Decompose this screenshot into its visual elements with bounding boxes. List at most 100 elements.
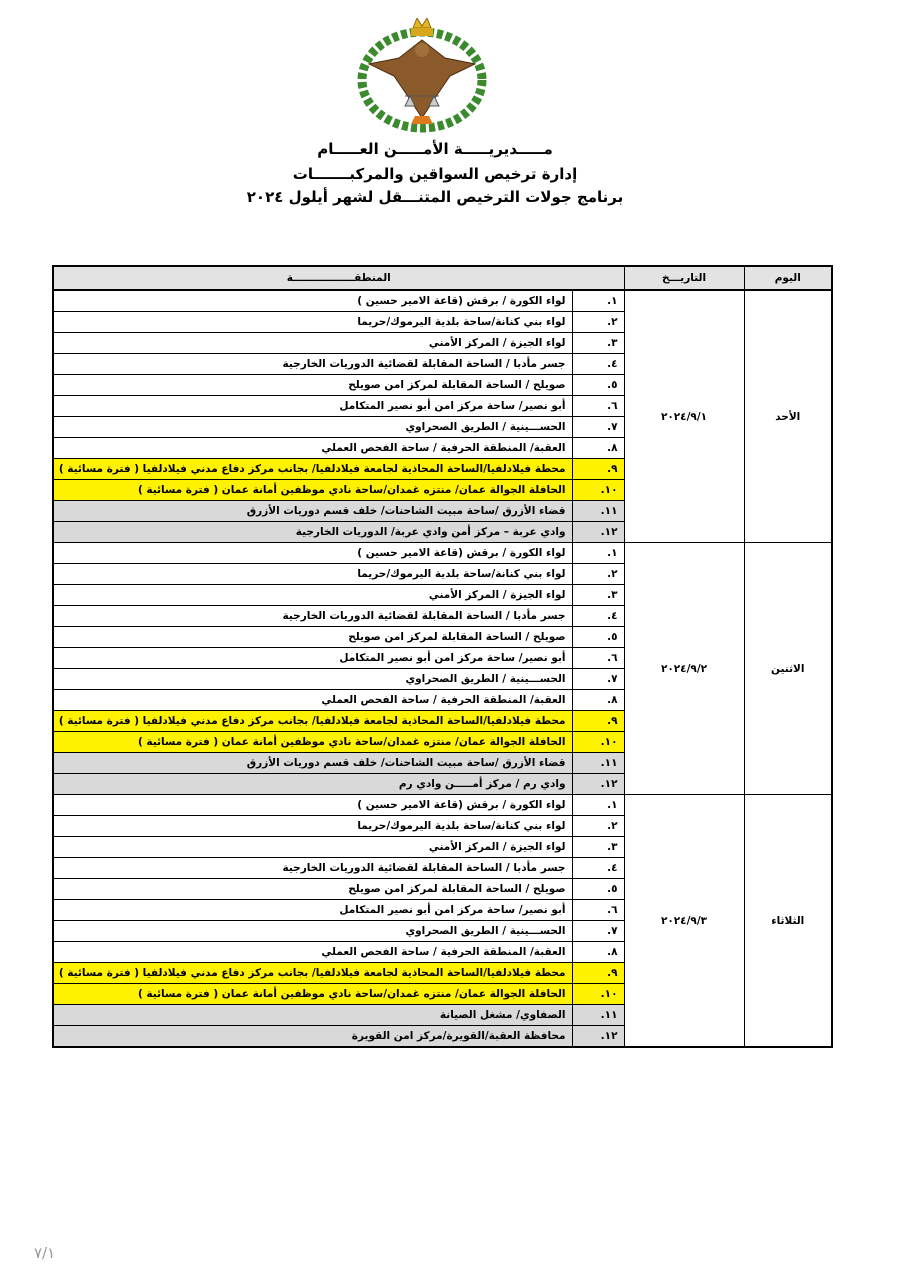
row: ٥. صويلح / الساحة المقابلة لمركز امن صويل… xyxy=(52,626,832,648)
area: الصفاوي/ مشغل الصيانة xyxy=(52,1004,573,1026)
area: محطة فيلادلفيا/الساحة المحاذية لجامعة في… xyxy=(52,458,573,480)
row-number: ٣. xyxy=(571,836,625,858)
row: ١٢. وادي عربة – مركز أمن وادي عربة/ الدور… xyxy=(52,521,832,543)
row-number: ١١. xyxy=(571,500,625,522)
row-number: ٤. xyxy=(571,605,625,627)
area: قضاء الأزرق /ساحة مبيت الشاحنات/ خلف قسم… xyxy=(52,752,573,774)
area: صويلح / الساحة المقابلة لمركز امن صويلح xyxy=(52,878,573,900)
row: ١١. الصفاوي/ مشغل الصيانة xyxy=(52,1004,832,1026)
row-number: ٣. xyxy=(571,332,625,354)
row-number: ٢. xyxy=(571,311,625,333)
row-number: ١. xyxy=(571,542,625,564)
title: مـــــديريـــــة الأمـــــن العـــــام xyxy=(317,140,553,158)
row: ٣. لواء الجيزة / المركز الأمني xyxy=(52,836,832,858)
area: محطة فيلادلفيا/الساحة المحاذية لجامعة في… xyxy=(52,962,573,984)
row: ٤. جسر مأدبا / الساحة المقابلة لقضائية ال… xyxy=(52,605,832,627)
area: صويلح / الساحة المقابلة لمركز امن صويلح xyxy=(52,626,573,648)
area: لواء الكورة / برقش (قاعة الامير حسين ) xyxy=(52,289,573,312)
row-number: ١٢. xyxy=(571,1025,625,1048)
row-number: ٤. xyxy=(571,857,625,879)
col-day: اليوم xyxy=(743,265,833,291)
row: ١٠. الحافلة الجوالة عمان/ منتزه غمدان/ساح… xyxy=(52,479,832,501)
row: ١٠. الحافلة الجوالة عمان/ منتزه غمدان/ساح… xyxy=(52,983,832,1005)
row-number: ١٢. xyxy=(571,521,625,543)
area: وادي عربة – مركز أمن وادي عربة/ الدوريات… xyxy=(52,521,573,543)
area: جسر مأدبا / الساحة المقابلة لقضائية الدو… xyxy=(52,605,573,627)
area: الحافلة الجوالة عمان/ منتزه غمدان/ساحة ن… xyxy=(52,479,573,501)
row-number: ٦. xyxy=(571,647,625,669)
area: لواء الجيزة / المركز الأمني xyxy=(52,332,573,354)
area: العقبة/ المنطقة الحرفية / ساحة الفحص الع… xyxy=(52,437,573,459)
schedule-table: اليوم التاريـــخ المنطقـــــــــــــــــ… xyxy=(52,265,833,1048)
row-number: ٨. xyxy=(571,689,625,711)
day: الأحد xyxy=(743,289,833,543)
row-number: ١٢. xyxy=(571,773,625,795)
row-number: ٩. xyxy=(571,962,625,984)
area: العقبة/ المنطقة الحرفية / ساحة الفحص الع… xyxy=(52,689,573,711)
day: الاثنين xyxy=(743,542,833,795)
date: ٢٠٢٤/٩/٣ xyxy=(623,794,745,1048)
area: وادي رم / مركز أمـــــن وادي رم xyxy=(52,773,573,795)
row-number: ٨. xyxy=(571,437,625,459)
row: الاثنين ٢٠٢٤/٩/٢ ١. لواء الكورة / برقش (قاع… xyxy=(52,542,833,795)
row: ١١. قضاء الأزرق /ساحة مبيت الشاحنات/ خلف … xyxy=(52,500,832,522)
subtitle: إدارة ترخيص السواقين والمركبـــــــات xyxy=(292,165,578,183)
header-row: اليوم التاريـــخ المنطقـــــــــــــــــ… xyxy=(52,265,833,291)
date: ٢٠٢٤/٩/٢ xyxy=(623,542,745,795)
row: ٤. جسر مأدبا / الساحة المقابلة لقضائية ال… xyxy=(52,353,832,375)
row: ١٢. محافظة العقبة/القويرة/مركز امن القوير… xyxy=(52,1025,832,1048)
row: الثلاثاء ٢٠٢٤/٩/٣ ١. لواء الكورة / برقش (قا… xyxy=(52,794,833,1048)
area: لواء بني كنانة/ساحة بلدية اليرموك/حريما xyxy=(52,311,573,333)
row-number: ٢. xyxy=(571,563,625,585)
area: أبو نصير/ ساحة مركز امن أبو نصير المتكام… xyxy=(52,647,573,669)
area: العقبة/ المنطقة الحرفية / ساحة الفحص الع… xyxy=(52,941,573,963)
date: ٢٠٢٤/٩/١ xyxy=(623,289,745,543)
area: محافظة العقبة/القويرة/مركز امن القويرة xyxy=(52,1025,573,1048)
area: لواء الجيزة / المركز الأمني xyxy=(52,584,573,606)
area: لواء بني كنانة/ساحة بلدية اليرموك/حريما xyxy=(52,563,573,585)
row-number: ١٠. xyxy=(571,983,625,1005)
area: الحافلة الجوالة عمان/ منتزه غمدان/ساحة ن… xyxy=(52,731,573,753)
row: ٧. الحســـينية / الطريق الصحراوي xyxy=(52,416,832,438)
area: لواء الكورة / برقش (قاعة الامير حسين ) xyxy=(52,542,573,564)
day: الثلاثاء xyxy=(743,794,833,1048)
area: لواء بني كنانة/ساحة بلدية اليرموك/حريما xyxy=(52,815,573,837)
program: برنامج جولات الترخيص المتنـــقل لشهر أيل… xyxy=(246,188,624,206)
row-number: ٩. xyxy=(571,710,625,732)
area: محطة فيلادلفيا/الساحة المحاذية لجامعة في… xyxy=(52,710,573,732)
row-number: ٦. xyxy=(571,899,625,921)
row-number: ٤. xyxy=(571,353,625,375)
page-number: ٧/١ xyxy=(34,1244,56,1262)
area: لواء الجيزة / المركز الأمني xyxy=(52,836,573,858)
row-number: ٧. xyxy=(571,416,625,438)
row-number: ١١. xyxy=(571,1004,625,1026)
row-number: ١٠. xyxy=(571,479,625,501)
area: جسر مأدبا / الساحة المقابلة لقضائية الدو… xyxy=(52,353,573,375)
row-number: ٧. xyxy=(571,668,625,690)
row: ١١. قضاء الأزرق /ساحة مبيت الشاحنات/ خلف … xyxy=(52,752,832,774)
col-area: المنطقـــــــــــــــــة xyxy=(52,265,625,291)
row-number: ٨. xyxy=(571,941,625,963)
row-number: ٩. xyxy=(571,458,625,480)
row-number: ١. xyxy=(571,794,625,816)
row-number: ٥. xyxy=(571,878,625,900)
row-number: ١. xyxy=(571,289,625,312)
row: ٩. محطة فيلادلفيا/الساحة المحاذية لجامعة … xyxy=(52,710,832,732)
area: الحســـينية / الطريق الصحراوي xyxy=(52,668,573,690)
row: ١٠. الحافلة الجوالة عمان/ منتزه غمدان/ساح… xyxy=(52,731,832,753)
row: ٧. الحســـينية / الطريق الصحراوي xyxy=(52,668,832,690)
row-number: ١٠. xyxy=(571,731,625,753)
area: لواء الكورة / برقش (قاعة الامير حسين ) xyxy=(52,794,573,816)
row-number: ١١. xyxy=(571,752,625,774)
row: ٥. صويلح / الساحة المقابلة لمركز امن صويل… xyxy=(52,878,832,900)
row-number: ٢. xyxy=(571,815,625,837)
emblem xyxy=(357,18,487,133)
row: ٩. محطة فيلادلفيا/الساحة المحاذية لجامعة … xyxy=(52,458,832,480)
row: الأحد ٢٠٢٤/٩/١ ١. لواء الكورة / برقش (قاعة … xyxy=(52,289,833,543)
area: أبو نصير/ ساحة مركز امن أبو نصير المتكام… xyxy=(52,899,573,921)
area: صويلح / الساحة المقابلة لمركز امن صويلح xyxy=(52,374,573,396)
area: الحســـينية / الطريق الصحراوي xyxy=(52,920,573,942)
row-number: ٥. xyxy=(571,374,625,396)
area: قضاء الأزرق /ساحة مبيت الشاحنات/ خلف قسم… xyxy=(52,500,573,522)
